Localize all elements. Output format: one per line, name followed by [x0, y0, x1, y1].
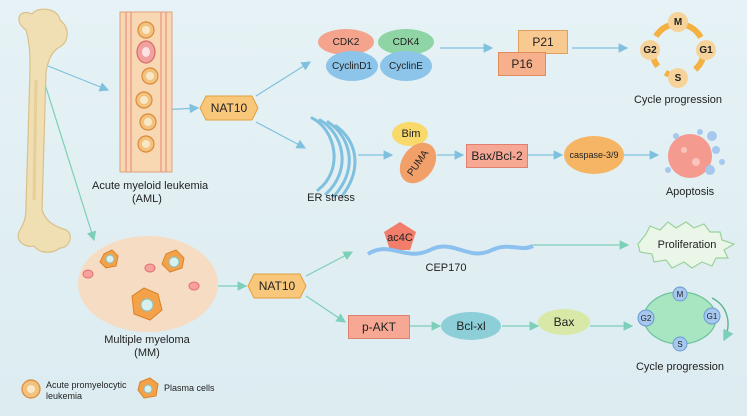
p21-label: P21: [532, 35, 554, 49]
mm-label: Multiple myeloma (MM): [92, 334, 202, 360]
apoptosis-label: Apoptosis: [665, 186, 715, 198]
legend-apl: Acute promyelocytic leukemia: [46, 380, 127, 402]
cyclin-d1-box: CyclinD1: [326, 56, 378, 76]
nat10-to-pakt-arrow: [305, 295, 346, 323]
aml-phase-g1: G1: [696, 42, 716, 58]
aml-phase-g2: G2: [640, 42, 660, 58]
aml-label: Acute myeloid leukemia (AML): [92, 180, 209, 206]
mm-phase-g1-label: G1: [706, 311, 718, 321]
mm-phase-s-label: S: [677, 339, 683, 349]
nat10-to-cdk-arrow: [255, 61, 312, 97]
nat10-to-er-arrow: [255, 121, 307, 149]
aml-label-line1: Acute myeloid leukemia: [92, 180, 209, 192]
cyclin-d1-label: CyclinD1: [331, 60, 372, 72]
aml-phase-s: S: [668, 70, 688, 86]
cdk2-box: CDK2: [318, 31, 374, 53]
proliferation-box: Proliferation: [650, 236, 724, 254]
cdk4-label: CDK4: [392, 36, 420, 48]
aml-nat10-box: NAT10: [200, 96, 258, 120]
bone-to-mm-arrow: [37, 61, 97, 242]
bcl-xl-label: Bcl-xl: [456, 319, 486, 333]
legend-apl-line2: leukemia: [46, 391, 83, 401]
ac4c-label: ac4C: [387, 232, 413, 244]
mm-phase-g2: G2: [637, 311, 655, 325]
aml-phase-s-label: S: [674, 72, 682, 84]
mm-phase-g2-label: G2: [640, 313, 652, 323]
mm-nat10-label: NAT10: [258, 279, 296, 293]
bim-box: Bim: [394, 126, 428, 142]
caspase-label: caspase-3/9: [569, 150, 619, 160]
legend-apl-line1: Acute promyelocytic: [46, 380, 127, 390]
cyclin-e-label: CyclinE: [389, 60, 423, 72]
mm-cycle-progression-label: Cycle progression: [635, 361, 725, 373]
mm-arrows: [37, 61, 634, 331]
bim-label: Bim: [401, 128, 421, 140]
mm-label-line2: (MM): [134, 347, 160, 359]
aml-phase-m-label: M: [673, 16, 683, 28]
mm-phase-s: S: [672, 337, 688, 351]
aml-label-line2: (AML): [132, 193, 162, 205]
mm-phase-m-label: M: [676, 289, 684, 299]
bone-to-aml-arrow: [37, 61, 110, 92]
cep170-label: CEP170: [425, 262, 467, 274]
legend-plasma-label: Plasma cells: [164, 383, 215, 393]
proliferation-label: Proliferation: [657, 239, 717, 251]
mm-phase-m: M: [672, 287, 688, 301]
aml-phase-g2-label: G2: [643, 44, 657, 56]
aml-phase-g1-label: G1: [699, 44, 713, 56]
p16-label: P16: [511, 57, 533, 71]
mm-nat10-box: NAT10: [248, 274, 306, 298]
mm-bax-box: Bax: [540, 313, 588, 331]
ac4c-box: ac4C: [384, 230, 416, 246]
bax-bcl2-box: Bax/Bcl-2: [466, 144, 528, 168]
mm-phase-g1: G1: [703, 309, 721, 323]
bcl-xl-box: Bcl-xl: [442, 316, 500, 336]
mm-label-line1: Multiple myeloma: [104, 334, 190, 346]
p16-box: P16: [498, 52, 546, 76]
aml-phase-m: M: [668, 14, 688, 30]
cdk4-box: CDK4: [378, 31, 434, 53]
mm-bax-label: Bax: [553, 315, 575, 329]
bax-bcl2-label: Bax/Bcl-2: [471, 149, 523, 163]
er-stress-label: ER stress: [307, 192, 355, 204]
cdk2-label: CDK2: [332, 36, 360, 48]
aml-nat10-label: NAT10: [210, 101, 248, 115]
p-akt-label: p-AKT: [361, 320, 396, 334]
cyclin-e-box: CyclinE: [380, 56, 432, 76]
caspase-box: caspase-3/9: [564, 146, 624, 164]
nat10-to-cep170-arrow: [305, 251, 354, 277]
p-akt-box: p-AKT: [348, 315, 410, 339]
aml-cycle-progression-label: Cycle progression: [633, 94, 723, 106]
